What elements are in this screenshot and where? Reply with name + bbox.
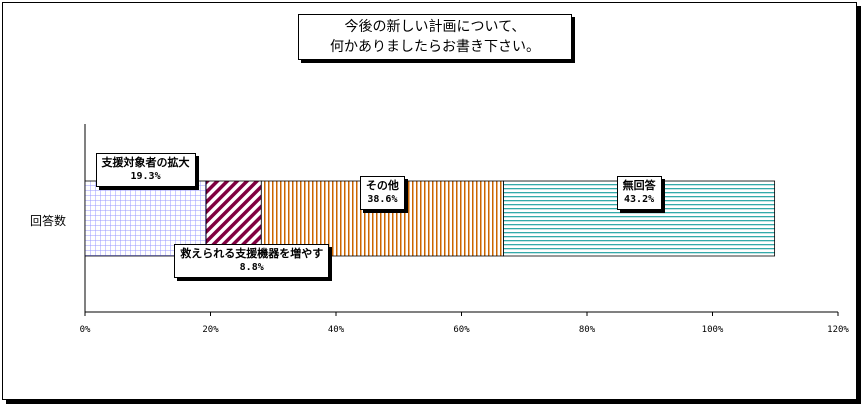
x-tick-label: 40% [327,325,345,335]
x-tick-label: 100% [701,325,724,335]
data-label-value: 43.2% [624,194,655,205]
x-tick-label: 20% [202,325,219,335]
data-label-2: 救えられる支援機器を増やす 8.8% [174,244,330,278]
x-tick-label: 80% [578,325,596,335]
data-label-name: 救えられる支援機器を増やす [180,247,324,260]
data-label-value: 38.6% [367,194,398,205]
data-label-value: 8.8% [239,262,264,273]
x-tick-label: 0% [79,325,91,335]
data-label-3: その他 38.6% [359,176,405,210]
data-label-name: 無回答 [622,179,656,192]
data-label-1: 支援対象者の拡大 19.3% [95,153,196,187]
data-label-name: 支援対象者の拡大 [101,156,190,169]
chart-title: 今後の新しい計画について、 何かありましたらお書き下さい。 [298,14,572,60]
x-tick-label: 60% [453,325,470,335]
data-label-4: 無回答 43.2% [616,176,662,210]
y-category-label: 回答数 [30,214,67,228]
chart-title-line-2: 何かありましたらお書き下さい。 [330,39,540,55]
data-label-value: 19.3% [130,171,161,182]
bar-segment-2 [205,180,262,257]
chart-title-line-1: 今後の新しい計画について、 [344,19,526,35]
x-tick-label: 120% [827,325,849,335]
data-label-name: その他 [365,179,399,192]
bar-segment-1 [84,180,207,257]
